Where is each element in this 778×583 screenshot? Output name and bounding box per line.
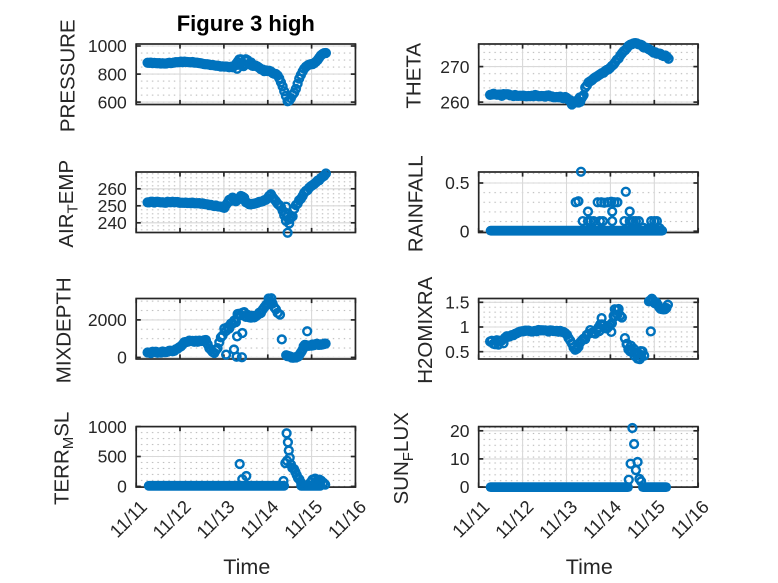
svg-text:RAINFALL: RAINFALL [404,155,427,252]
svg-text:500: 500 [98,447,127,467]
svg-text:20: 20 [450,421,470,441]
svg-text:0: 0 [117,477,127,497]
svg-text:MIXDEPTH: MIXDEPTH [53,277,76,383]
svg-text:260: 260 [98,179,127,199]
svg-text:1000: 1000 [88,36,127,56]
svg-text:1: 1 [460,317,470,337]
svg-text:2000: 2000 [88,310,127,330]
svg-text:600: 600 [98,92,127,112]
svg-text:1000: 1000 [88,417,127,437]
svg-text:250: 250 [98,196,127,216]
svg-text:Figure 3 high: Figure 3 high [177,11,315,36]
svg-text:THETA: THETA [403,43,426,109]
svg-text:240: 240 [98,213,127,233]
svg-text:0: 0 [117,348,127,368]
svg-text:H2OMIXRA: H2OMIXRA [414,276,437,383]
svg-text:0.5: 0.5 [445,342,469,362]
svg-text:260: 260 [440,92,469,112]
svg-text:PRESSURE: PRESSURE [57,19,80,132]
svg-text:270: 270 [440,57,469,77]
svg-text:AIRTEMP: AIRTEMP [55,160,82,248]
svg-text:Time: Time [566,555,613,579]
svg-text:800: 800 [98,64,127,84]
svg-text:1.5: 1.5 [445,293,469,313]
svg-text:0: 0 [460,221,470,241]
svg-text:Time: Time [223,555,270,579]
svg-text:0: 0 [460,477,470,497]
svg-text:TERRMSL: TERRMSL [51,412,78,505]
svg-text:0.5: 0.5 [445,173,469,193]
svg-text:10: 10 [450,449,470,469]
